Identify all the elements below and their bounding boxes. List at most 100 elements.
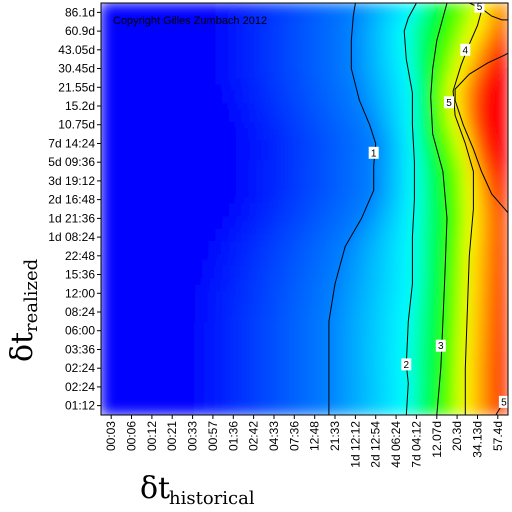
heatmap-cell: [114, 270, 122, 279]
heatmap-cell: [419, 71, 428, 79]
heatmap-cell: [141, 245, 149, 254]
heatmap-cell: [385, 127, 394, 135]
heatmap-cell: [392, 408, 400, 415]
heatmap-cell: [324, 3, 333, 10]
heatmap-cell: [500, 189, 508, 198]
heatmap-cell: [446, 270, 455, 279]
heatmap-cell: [297, 127, 305, 135]
x-tick-label: 04:33: [267, 421, 281, 451]
heatmap-cell: [297, 283, 305, 291]
heatmap-cell: [344, 339, 353, 347]
heatmap-cell: [101, 239, 109, 247]
heatmap-cell: [371, 33, 380, 41]
heatmap-cell: [101, 14, 109, 23]
heatmap-cell: [188, 21, 197, 29]
heatmap-cell: [161, 277, 170, 285]
heatmap-cell: [337, 352, 346, 360]
heatmap-cell: [270, 320, 278, 329]
heatmap-cell: [460, 377, 468, 385]
heatmap-cell: [392, 202, 400, 210]
heatmap-cell: [297, 202, 305, 210]
heatmap-cell: [378, 77, 387, 85]
heatmap-cell: [371, 364, 380, 372]
heatmap-cell: [168, 3, 177, 10]
heatmap-cell: [419, 146, 428, 154]
heatmap-cell: [331, 14, 339, 23]
heatmap-cell: [385, 264, 394, 272]
heatmap-cell: [161, 208, 170, 216]
heatmap-cell: [127, 152, 136, 160]
heatmap-cell: [202, 370, 211, 379]
heatmap-cell: [453, 96, 462, 104]
heatmap-cell: [290, 245, 299, 254]
heatmap-cell: [188, 64, 197, 73]
contour-label-5: 5: [501, 397, 507, 408]
heatmap-cell: [236, 289, 244, 297]
heatmap-cell: [453, 33, 462, 41]
heatmap-cell: [331, 89, 339, 98]
heatmap-cell: [134, 83, 143, 91]
heatmap-cell: [297, 139, 305, 148]
heatmap-cell: [317, 333, 326, 341]
heatmap-cell: [304, 214, 312, 222]
heatmap-cell: [101, 39, 109, 48]
heatmap-cell: [270, 327, 278, 335]
heatmap-cell: [161, 395, 170, 404]
heatmap-cell: [310, 114, 319, 123]
heatmap-cell: [385, 277, 394, 285]
heatmap-cell: [195, 8, 204, 16]
heatmap-cell: [236, 58, 244, 66]
heatmap-cell: [493, 283, 502, 291]
heatmap-cell: [154, 364, 163, 372]
heatmap-cell: [487, 8, 495, 16]
heatmap-cell: [466, 102, 475, 110]
heatmap-cell: [398, 227, 407, 235]
heatmap-cell: [344, 27, 353, 35]
heatmap-cell: [460, 171, 468, 179]
heatmap-cell: [236, 352, 244, 360]
heatmap-cell: [175, 64, 183, 73]
heatmap-cell: [446, 283, 455, 291]
heatmap-cell: [222, 308, 231, 316]
heatmap-cell: [426, 220, 434, 229]
heatmap-cell: [141, 270, 149, 279]
heatmap-cell: [453, 220, 462, 229]
heatmap-cell: [500, 3, 508, 10]
heatmap-cell: [229, 77, 238, 85]
heatmap-cell: [405, 64, 414, 73]
heatmap-cell: [500, 245, 508, 254]
heatmap-cell: [358, 89, 367, 98]
heatmap-cell: [331, 146, 339, 154]
heatmap-cell: [331, 77, 339, 85]
heatmap-cell: [432, 3, 441, 10]
heatmap-cell: [215, 96, 224, 104]
heatmap-cell: [331, 333, 339, 341]
y-axis-label: δt realized: [5, 259, 42, 362]
heatmap-cell: [236, 245, 244, 254]
heatmap-cell: [378, 102, 387, 110]
heatmap-cell: [188, 295, 197, 304]
heatmap-cell: [324, 71, 333, 79]
heatmap-cell: [229, 245, 238, 254]
heatmap-cell: [432, 239, 441, 247]
heatmap-cell: [202, 402, 211, 410]
heatmap-cell: [161, 233, 170, 241]
heatmap-cell: [412, 52, 421, 60]
heatmap-cell: [460, 402, 468, 410]
heatmap-cell: [378, 358, 387, 366]
heatmap-cell: [344, 158, 353, 166]
heatmap-cell: [351, 196, 360, 204]
heatmap-cell: [256, 352, 265, 360]
heatmap-cell: [188, 152, 197, 160]
heatmap-cell: [276, 364, 285, 372]
heatmap-cell: [398, 146, 407, 154]
heatmap-cell: [371, 27, 380, 35]
heatmap-cell: [256, 133, 265, 141]
heatmap-cell: [215, 152, 224, 160]
heatmap-cell: [175, 83, 183, 91]
heatmap-cell: [344, 402, 353, 410]
heatmap-cell: [487, 358, 495, 366]
heatmap-cell: [195, 327, 204, 335]
heatmap-cell: [460, 158, 468, 166]
heatmap-cell: [487, 64, 495, 73]
